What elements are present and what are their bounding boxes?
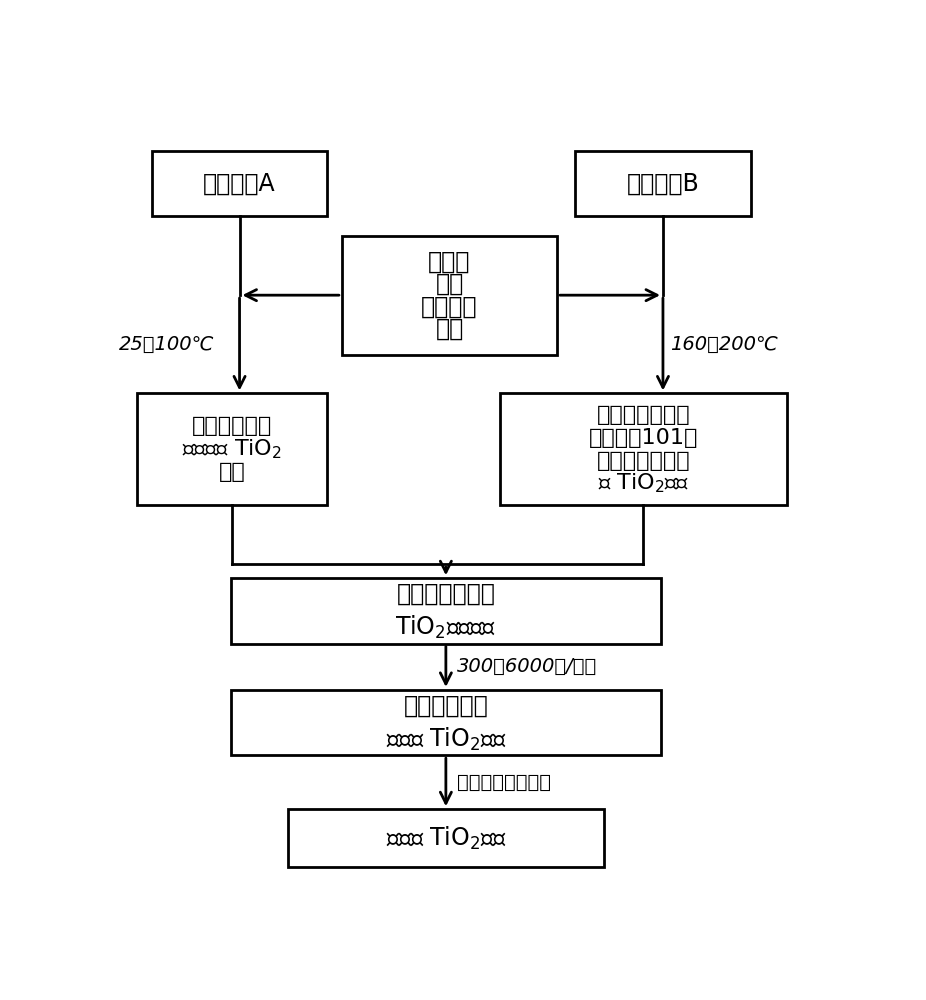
Text: 自掺杂 TiO$_2$薄膜: 自掺杂 TiO$_2$薄膜 [385, 824, 507, 852]
Bar [288, 809, 604, 867]
Text: 溶液: 溶液 [435, 272, 464, 296]
Text: 160～200℃: 160～200℃ [670, 335, 778, 354]
Bar [342, 235, 557, 355]
Text: 还原气氛: 还原气氛 [421, 295, 478, 319]
Text: 面为主要暴露面: 面为主要暴露面 [596, 451, 690, 471]
Text: 鑂源溶液A: 鑂源溶液A [203, 172, 276, 196]
Text: 的 TiO$_2$溶液: 的 TiO$_2$溶液 [597, 471, 689, 495]
Bar [137, 393, 328, 505]
Bar [575, 151, 751, 216]
Bar [231, 690, 661, 755]
Text: 掺杂以（101）: 掺杂以（101） [589, 428, 698, 448]
Text: 溶胶凝胶法制: 溶胶凝胶法制 [193, 416, 272, 436]
Text: 溶胶: 溶胶 [219, 462, 245, 482]
Text: 300～6000转/分钟: 300～6000转/分钟 [457, 657, 597, 676]
Bar [152, 151, 328, 216]
Text: 保护: 保护 [435, 317, 464, 341]
Text: 罺酸盐: 罺酸盐 [428, 249, 470, 273]
Text: 溶剂热法制备自: 溶剂热法制备自 [596, 405, 690, 425]
Text: 鑂源溶液B: 鑂源溶液B [627, 172, 699, 196]
Text: 备自掺杂 TiO$_2$: 备自掺杂 TiO$_2$ [182, 437, 282, 461]
Bar [500, 393, 787, 505]
Text: 自掺杂 TiO$_2$薄膜: 自掺杂 TiO$_2$薄膜 [385, 726, 507, 753]
Text: TiO$_2$薄膜溶液: TiO$_2$薄膜溶液 [395, 614, 496, 641]
Text: 旋涂工艺制备: 旋涂工艺制备 [404, 694, 488, 718]
Bar [231, 578, 661, 644]
Text: 25～100℃: 25～100℃ [119, 335, 215, 354]
Text: 还原氛围保护退火: 还原氛围保护退火 [457, 773, 551, 792]
Text: 获得制备自掺杂: 获得制备自掺杂 [396, 582, 495, 606]
